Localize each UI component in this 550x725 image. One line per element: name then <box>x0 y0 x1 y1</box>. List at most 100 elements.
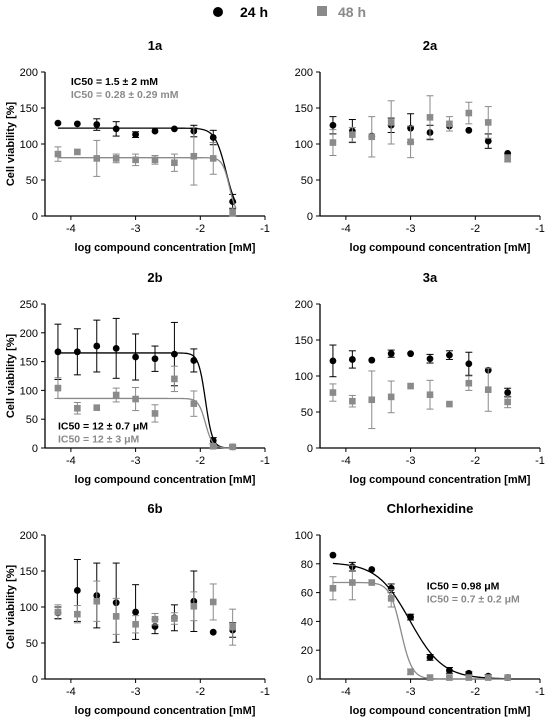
y-tick-label: 200 <box>295 67 313 79</box>
data-point-24h <box>209 628 217 636</box>
data-point-48h <box>387 595 395 602</box>
y-tick-label: 50 <box>301 407 313 419</box>
x-tick-label: -1 <box>260 686 270 698</box>
data-point-48h <box>407 382 414 390</box>
x-tick-label: -2 <box>195 686 205 698</box>
data-point-48h <box>446 674 453 681</box>
data-point-48h <box>151 615 159 623</box>
x-tick-label: -3 <box>131 455 141 467</box>
y-tick-label: 250 <box>20 299 38 311</box>
y-tick-label: 100 <box>295 530 313 542</box>
y-tick-label: 50 <box>26 638 38 650</box>
data-point-48h <box>465 109 473 117</box>
panel-title: 2b <box>147 270 162 285</box>
data-point-24h <box>93 121 101 128</box>
y-tick-label: 200 <box>20 328 38 340</box>
panel-1: 2a 0 50 100 150 200 -4 -3 -2 -1 log compound conce… <box>295 38 545 254</box>
data-point-24h <box>407 350 414 358</box>
panel-title: 2a <box>423 38 438 53</box>
data-point-24h <box>348 356 356 363</box>
y-tick-label: 200 <box>295 299 313 311</box>
data-point-48h <box>329 389 337 396</box>
y-tick-label: 150 <box>295 103 313 115</box>
y-tick-label: 0 <box>32 443 38 455</box>
data-point-48h <box>112 391 120 399</box>
x-tick-label: -1 <box>535 455 545 467</box>
data-point-48h <box>484 674 492 681</box>
data-point-48h <box>74 148 81 156</box>
data-point-24h <box>329 121 337 129</box>
data-point-48h <box>132 620 139 628</box>
y-tick-label: 100 <box>295 139 313 151</box>
data-point-48h <box>93 155 101 162</box>
x-tick-label: -4 <box>66 455 76 467</box>
y-tick-label: 100 <box>20 602 38 614</box>
data-point-24h <box>446 351 453 359</box>
data-point-48h <box>407 138 414 146</box>
data-point-48h <box>171 615 178 622</box>
data-point-48h <box>329 584 337 592</box>
y-tick-label: 80 <box>301 559 313 571</box>
legend: 24 h 48 h <box>213 4 366 20</box>
data-point-48h <box>349 397 356 405</box>
data-point-24h <box>54 119 62 127</box>
y-tick-label: 50 <box>26 175 38 187</box>
legend-marker-24h <box>213 7 223 17</box>
y-tick-label: 40 <box>301 616 313 628</box>
data-point-24h <box>407 613 414 621</box>
x-tick-label: -4 <box>66 686 76 698</box>
data-point-48h <box>407 668 414 676</box>
x-tick-label: -1 <box>535 223 545 235</box>
data-point-48h <box>368 396 376 404</box>
x-tick-label: -3 <box>406 223 416 235</box>
data-point-48h <box>54 384 62 392</box>
x-tick-label: -3 <box>131 686 141 698</box>
fit-curve-24h <box>57 352 236 449</box>
data-point-24h <box>132 131 139 139</box>
data-point-48h <box>504 674 511 681</box>
data-point-48h <box>504 155 511 162</box>
y-tick-label: 0 <box>307 443 313 455</box>
data-point-48h <box>426 674 434 681</box>
fit-curve-24h <box>332 562 511 680</box>
data-point-24h <box>132 353 139 361</box>
data-point-24h <box>112 344 120 352</box>
data-point-24h <box>465 360 473 368</box>
x-tick-label: -1 <box>260 223 270 235</box>
y-axis-label: Cell viability [%] <box>5 564 17 649</box>
data-point-24h <box>387 350 395 358</box>
y-tick-label: 50 <box>301 175 313 187</box>
data-point-48h <box>504 398 511 406</box>
data-point-48h <box>93 597 101 605</box>
data-point-24h <box>446 666 453 674</box>
data-point-24h <box>73 348 81 356</box>
y-tick-label: 100 <box>20 385 38 397</box>
x-axis-label: log compound concentration [mM] <box>75 474 256 486</box>
data-point-48h <box>171 375 178 383</box>
ic50-label-48h: IC50 = 12 ± 3 μM <box>58 434 140 446</box>
data-point-24h <box>465 126 473 134</box>
data-point-24h <box>368 566 376 573</box>
data-point-48h <box>54 150 62 158</box>
data-point-48h <box>484 119 492 126</box>
y-axis-label: Cell viability [%] <box>5 333 17 418</box>
legend-label-48h: 48 h <box>338 4 366 20</box>
ic50-label-24h: IC50 = 12 ± 0.7 μM <box>58 421 148 433</box>
data-point-48h <box>349 579 356 586</box>
y-tick-label: 0 <box>307 674 313 686</box>
data-point-24h <box>151 127 159 135</box>
data-point-48h <box>387 119 395 126</box>
x-tick-label: -3 <box>131 223 141 235</box>
data-point-48h <box>426 114 434 121</box>
ic50-label-48h: IC50 = 0.28 ± 0.29 mM <box>71 89 179 101</box>
panel-title: 3a <box>423 270 438 285</box>
data-point-48h <box>54 608 62 616</box>
x-axis-label: log compound concentration [mM] <box>75 242 256 254</box>
x-tick-label: -2 <box>470 686 480 698</box>
panel-3: 3a 0 50 100 150 200 -4 -3 -2 -1 log compound conce… <box>295 270 545 486</box>
panel-title: 6b <box>147 501 162 516</box>
data-point-48h <box>171 159 178 167</box>
data-point-48h <box>112 155 120 162</box>
x-axis-label: log compound concentration [mM] <box>350 242 531 254</box>
